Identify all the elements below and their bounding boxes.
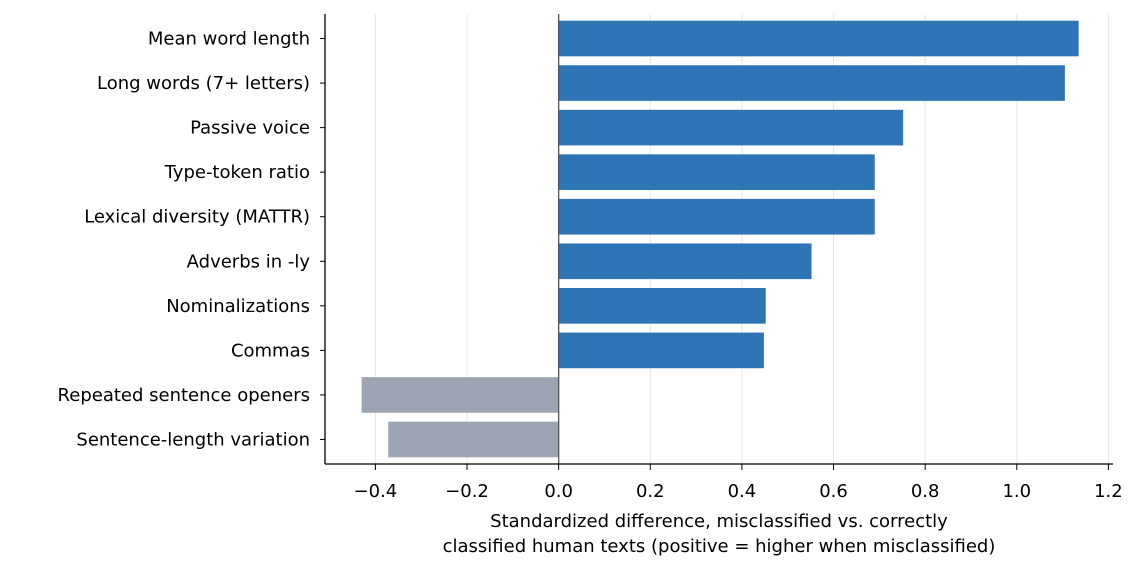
x-tick-label: 1.0 [1002,481,1031,502]
category-label: Sentence-length variation [76,429,310,450]
bar [558,20,1079,57]
bar [558,154,875,190]
x-axis-title-line-2: classified human texts (positive = highe… [443,536,996,557]
category-label: Passive voice [190,118,310,139]
category-label: Mean word length [148,29,310,50]
category-labels: Mean word length Long words (7+ letters) P… [58,29,311,451]
category-label: Lexical diversity (MATTR) [84,207,310,228]
category-label: Type-token ratio [164,162,310,183]
x-tick-label: 0.2 [636,481,665,502]
category-label: Nominalizations [166,296,310,317]
category-label: Adverbs in -ly [187,251,311,272]
x-tick-label: −0.4 [354,481,398,502]
x-tick-label: 0.6 [819,481,848,502]
category-label: Commas [231,340,310,361]
bar [558,332,764,369]
bar [388,421,559,458]
bar [361,377,559,413]
bar [558,288,766,324]
x-ticks: −0.4 −0.2 0.0 0.2 0.4 0.6 0.8 1.0 1.2 [354,464,1123,502]
x-axis-title-line-1: Standardized difference, misclassified v… [490,511,948,532]
axes [320,14,1113,465]
bar [558,109,904,146]
x-tick-label: 0.0 [544,481,573,502]
bar [558,243,812,280]
x-tick-label: 0.8 [911,481,940,502]
x-tick-label: 1.2 [1094,481,1123,502]
bar [558,65,1065,101]
category-label: Long words (7+ letters) [97,73,310,94]
category-label: Repeated sentence openers [58,385,310,406]
bar [558,198,875,235]
bars [361,20,1079,458]
x-tick-label: −0.2 [445,481,489,502]
x-tick-label: 0.4 [728,481,757,502]
